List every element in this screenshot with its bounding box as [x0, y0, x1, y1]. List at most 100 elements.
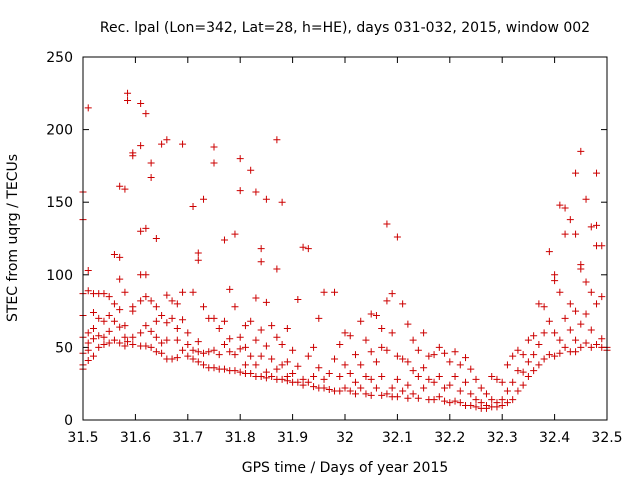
data-point [100, 333, 108, 341]
data-point [503, 399, 511, 407]
data-point [105, 327, 113, 335]
x-tick-label: 32.3 [487, 430, 518, 446]
data-point [179, 316, 187, 324]
data-point [116, 323, 124, 331]
data-point [493, 375, 501, 383]
data-point [446, 358, 454, 366]
data-point [247, 370, 255, 378]
data-point [561, 343, 569, 351]
data-point [273, 365, 281, 373]
data-point [163, 136, 171, 144]
data-point [456, 361, 464, 369]
data-point [189, 203, 197, 211]
data-point [325, 386, 333, 394]
data-point [451, 348, 459, 356]
data-point [551, 352, 559, 360]
x-axis-label: GPS time / Days of year 2015 [242, 460, 449, 476]
data-point [498, 378, 506, 386]
data-point [331, 288, 339, 296]
data-point [509, 352, 517, 360]
data-point [456, 399, 464, 407]
data-point [231, 351, 239, 359]
data-point [503, 361, 511, 369]
data-point [100, 317, 108, 325]
data-point [121, 288, 129, 296]
y-tick-label: 0 [64, 413, 73, 429]
data-point [388, 290, 396, 298]
data-point [577, 147, 585, 155]
data-point [367, 375, 375, 383]
data-point [577, 265, 585, 273]
data-point [566, 300, 574, 308]
y-tick-label: 150 [46, 195, 73, 211]
data-point [236, 155, 244, 163]
data-point [168, 297, 176, 305]
data-point [247, 352, 255, 360]
data-point [357, 317, 365, 325]
data-point [205, 348, 213, 356]
data-point [158, 349, 166, 357]
data-point [189, 355, 197, 363]
data-point [168, 314, 176, 322]
data-point [105, 339, 113, 347]
plot-frame [82, 56, 608, 421]
data-point [210, 314, 218, 322]
data-point [273, 333, 281, 341]
data-point [572, 307, 580, 315]
data-point [226, 335, 234, 343]
data-point [310, 383, 318, 391]
data-point [582, 339, 590, 347]
data-point [430, 351, 438, 359]
data-point [561, 230, 569, 238]
data-point [194, 256, 202, 264]
data-point [105, 311, 113, 319]
x-tick-label: 32.1 [382, 430, 413, 446]
data-point [89, 325, 97, 333]
y-tick-label: 200 [46, 123, 73, 139]
y-tick-label: 250 [46, 50, 73, 66]
data-point [226, 348, 234, 356]
x-axis: 31.5 31.6 31.7 31.8 31.9 32 32.1 32.2 32.3 32.4 32… [67, 57, 623, 446]
data-point [121, 333, 129, 341]
data-point [200, 361, 208, 369]
data-point [467, 390, 475, 398]
data-point [110, 250, 118, 258]
data-point [236, 345, 244, 353]
data-point [142, 271, 150, 279]
data-point [383, 390, 391, 398]
data-point [268, 372, 276, 380]
data-point [556, 201, 564, 209]
data-point [582, 310, 590, 318]
data-point [142, 110, 150, 118]
data-point [121, 322, 129, 330]
data-point [451, 372, 459, 380]
data-point [341, 384, 349, 392]
data-point [472, 396, 480, 404]
data-point [231, 230, 239, 238]
data-point [184, 340, 192, 348]
data-point [551, 329, 559, 337]
data-point [488, 372, 496, 380]
data-point [351, 390, 359, 398]
data-point [299, 243, 307, 251]
data-point [116, 275, 124, 283]
data-point [110, 300, 118, 308]
data-point [493, 403, 501, 411]
data-point [462, 378, 470, 386]
data-point [378, 391, 386, 399]
data-point [399, 387, 407, 395]
data-point [147, 174, 155, 182]
data-point [472, 375, 480, 383]
data-point [420, 329, 428, 337]
data-point [598, 335, 606, 343]
data-point [393, 375, 401, 383]
data-point [598, 293, 606, 301]
data-point [425, 375, 433, 383]
data-point [173, 354, 181, 362]
data-point [273, 265, 281, 273]
data-point [257, 372, 265, 380]
data-point [331, 355, 339, 363]
data-point [414, 394, 422, 402]
data-point [152, 317, 160, 325]
data-point [84, 287, 92, 295]
